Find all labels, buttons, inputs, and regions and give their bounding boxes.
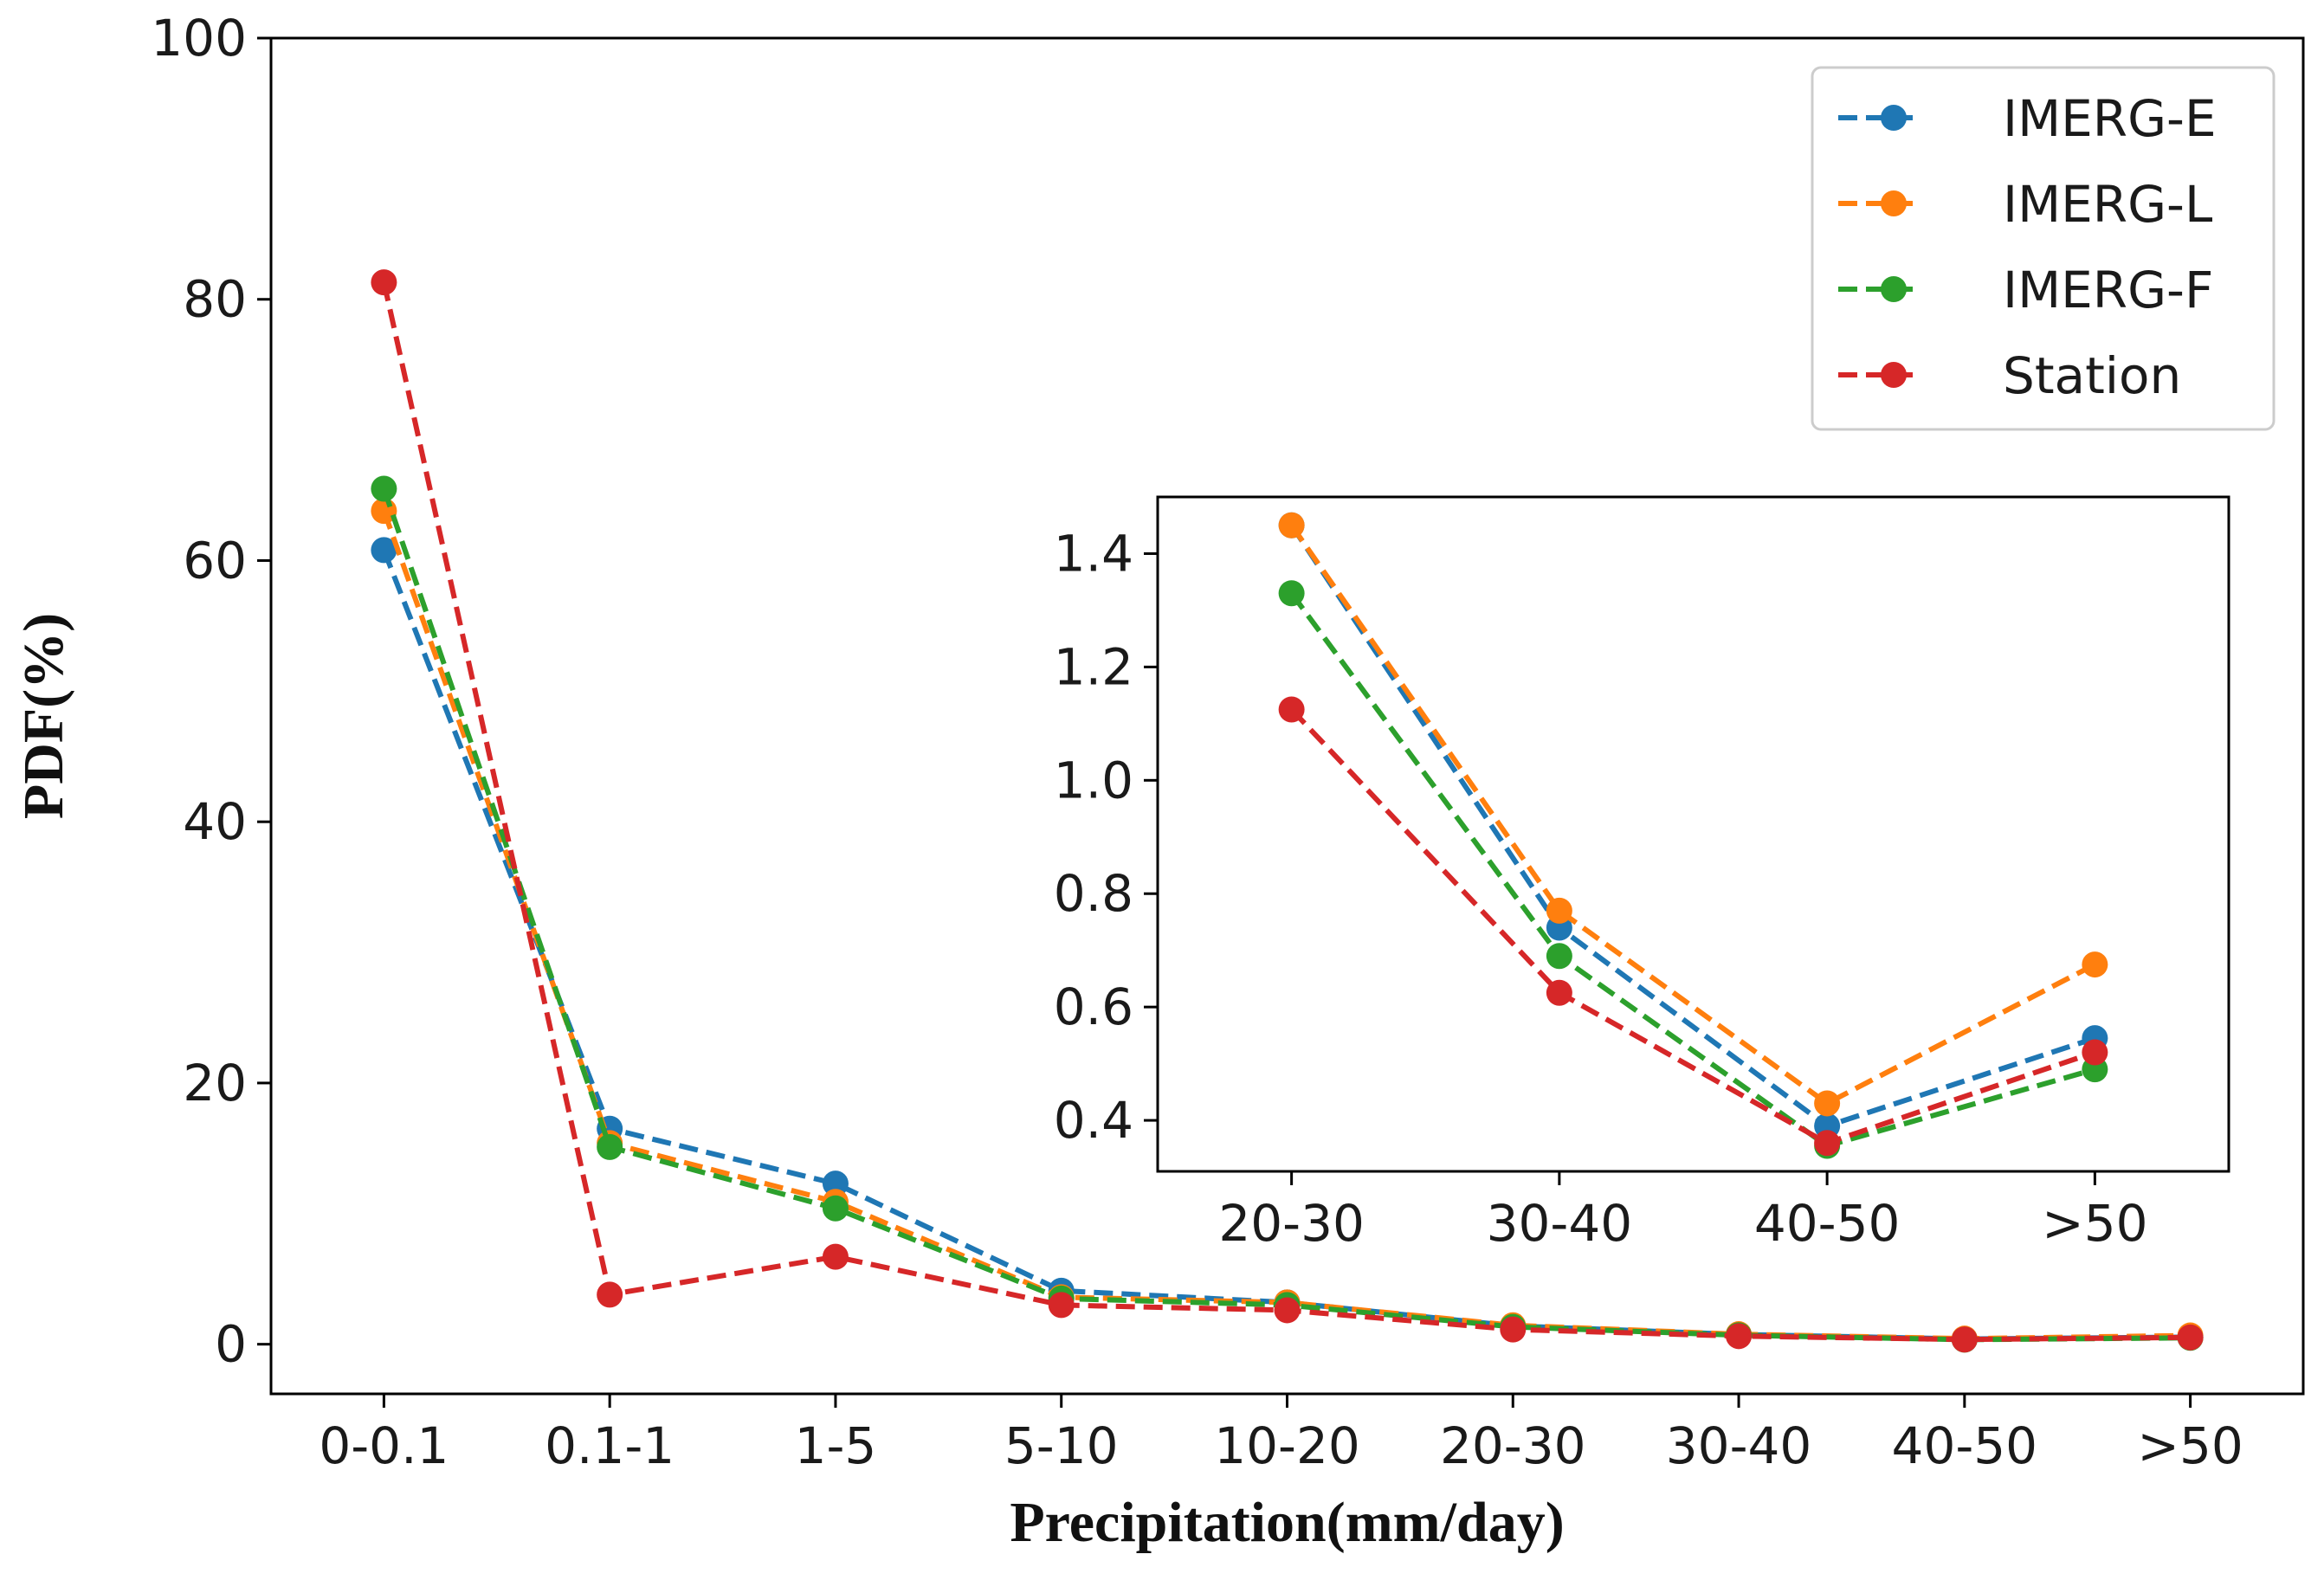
inset-point-station [2082,1039,2108,1066]
inset-point-imerg-f [1546,943,1572,970]
main-x-tick-label: 40-50 [1892,1416,2038,1475]
inset-point-station [1546,979,1572,1006]
inset-y-tick-label: 0.4 [1054,1091,1133,1150]
main-point-imerg-e [822,1170,849,1197]
main-x-axis-title: Precipitation(mm/day) [1010,1491,1564,1554]
inset-point-imerg-l [1814,1090,1841,1117]
main-y-tick-label: 100 [151,9,247,68]
main-y-tick-label: 60 [183,531,247,590]
main-point-station [1726,1323,1753,1350]
legend-label-imerg-e: IMERG-E [2003,89,2217,148]
main-x-tick-label: 30-40 [1666,1416,1812,1475]
main-point-imerg-e [371,537,397,564]
main-point-station [822,1243,849,1270]
main-point-imerg-f [597,1133,623,1160]
main-point-station [2177,1324,2204,1351]
main-x-tick-label: 10-20 [1214,1416,1360,1475]
main-x-tick-label: 0.1-1 [545,1416,675,1475]
inset-y-tick-label: 0.8 [1054,864,1133,923]
inset-x-tick-label: 30-40 [1487,1194,1633,1253]
inset-point-imerg-l [2082,951,2108,978]
inset-series-line-imerg-l [1289,523,2096,1106]
main-y-tick-label: 40 [183,792,247,851]
inset-point-station [1814,1130,1841,1157]
main-point-imerg-f [371,475,397,502]
inset-point-station [1278,696,1305,723]
legend-label-station: Station [2003,346,2181,405]
inset-y-tick-label: 1.4 [1054,524,1133,583]
inset-point-imerg-l [1546,897,1572,924]
main-point-station [1500,1316,1527,1343]
main-point-station [371,269,397,296]
main-point-imerg-f [822,1195,849,1222]
inset-series-line-station [1289,707,2096,1146]
inset-x-tick-label: 20-30 [1218,1194,1365,1253]
legend-marker-imerg-l [1881,190,1907,216]
inset-y-tick-label: 1.2 [1054,637,1133,696]
legend-marker-station [1881,362,1907,388]
inset-x-tick-label: >50 [2042,1194,2147,1253]
inset-y-tick-label: 1.0 [1054,751,1133,809]
main-y-axis-title: PDF(%) [12,613,75,819]
main-point-station [597,1281,623,1308]
inset-series-line-imerg-e [1289,524,2096,1129]
main-x-tick-label: 0-0.1 [319,1416,449,1475]
inset-point-imerg-l [1278,512,1305,538]
legend-label-imerg-l: IMERG-L [2003,175,2212,234]
legend-frame [1811,66,2276,431]
inset-axes-frame [1156,495,2230,1173]
inset-y-tick-label: 0.6 [1054,977,1133,1036]
legend-marker-imerg-f [1881,276,1907,302]
main-point-station [1274,1297,1301,1324]
main-y-tick-label: 0 [215,1315,247,1374]
main-point-station [1048,1292,1075,1319]
main-point-station [1951,1326,1978,1353]
main-y-tick-label: 20 [183,1054,247,1112]
inset-plot: 0.4 0.6 0.8 1.0 1.2 1.4 20-30 30-40 40-50 >50 [1054,495,2230,1253]
main-x-tick-label: 1-5 [795,1416,877,1475]
main-series-line-imerg-e [381,549,2191,1342]
inset-point-imerg-f [1278,580,1305,607]
inset-x-tick-label: 40-50 [1754,1194,1901,1253]
legend: IMERG-E IMERG-L IMERG-F Station [1811,66,2276,431]
legend-label-imerg-f: IMERG-F [2003,261,2213,319]
inset-series-line-imerg-f [1289,591,2096,1149]
main-y-tick-label: 80 [183,270,247,329]
main-x-tick-label: 20-30 [1440,1416,1586,1475]
main-x-tick-label: 5-10 [1004,1416,1119,1475]
legend-marker-imerg-e [1881,105,1907,131]
main-x-tick-label: >50 [2137,1416,2243,1475]
